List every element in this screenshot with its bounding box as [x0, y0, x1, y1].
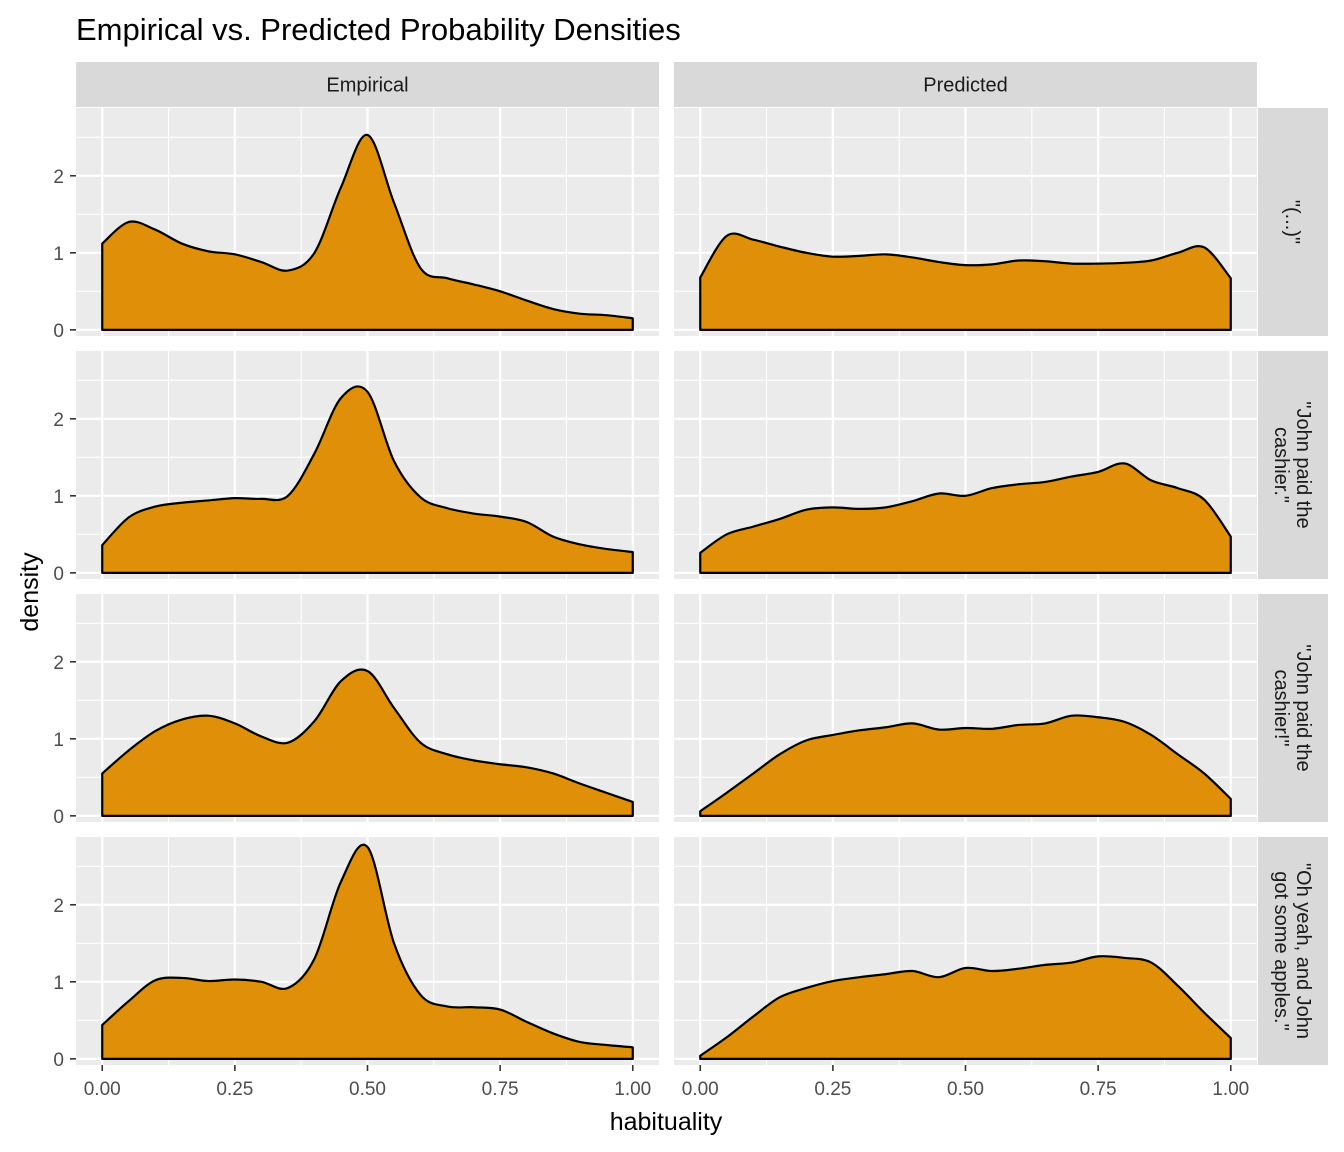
y-tick-label: 0	[53, 321, 64, 342]
density-area	[699, 232, 1232, 331]
y-tick-label: 0	[53, 1050, 64, 1071]
row-strip-bg	[1258, 837, 1328, 1065]
row-strip-label: "(...)"	[1281, 200, 1303, 244]
x-tick-label: 0.50	[349, 1079, 386, 1100]
panel-grid: Empirical Predicted "(...)" "John paid thec…	[53, 62, 1328, 1100]
y-axis-row-2: 0 1 2	[53, 653, 76, 828]
row-strip-2: "John paid thecashier!"	[1258, 594, 1328, 822]
y-axis-row-3: 0 1 2	[53, 896, 76, 1071]
x-tick-label: 0.25	[216, 1079, 253, 1100]
density-area	[699, 714, 1232, 817]
y-tick-label: 2	[53, 167, 64, 188]
row-strip-label: "John paid thecashier!"	[1270, 644, 1314, 771]
row-strip-1: "John paid thecashier."	[1258, 351, 1328, 579]
column-strip-label: Predicted	[923, 75, 1008, 97]
row-strip-bg	[1258, 594, 1328, 822]
x-tick-label: 1.00	[614, 1079, 651, 1100]
x-tick-label: 0.00	[682, 1079, 719, 1100]
row-strip-label: "John paid thecashier."	[1270, 401, 1314, 528]
panel-predicted-row-3	[674, 837, 1257, 1065]
y-tick-label: 2	[53, 410, 64, 431]
panel-predicted-row-2	[674, 594, 1257, 822]
panel-predicted-row-0	[674, 108, 1257, 336]
y-tick-label: 2	[53, 653, 64, 674]
x-tick-label: 1.00	[1212, 1079, 1249, 1100]
chart-title: Empirical vs. Predicted Probability Dens…	[76, 12, 681, 47]
row-strip-bg	[1258, 351, 1328, 579]
y-tick-label: 0	[53, 564, 64, 585]
column-strip-empirical: Empirical	[76, 62, 659, 107]
y-tick-label: 1	[53, 487, 64, 508]
y-tick-label: 0	[53, 807, 64, 828]
panel-empirical-row-2	[76, 594, 659, 822]
density-area	[101, 668, 634, 817]
density-area	[101, 843, 634, 1060]
y-axis-row-1: 0 1 2	[53, 410, 76, 585]
row-strip-3: "Oh yeah, and Johngot some apples."	[1258, 837, 1328, 1065]
x-tick-label: 0.00	[84, 1079, 121, 1100]
panel-empirical-row-3	[76, 837, 659, 1065]
row-strip-0: "(...)"	[1258, 108, 1328, 336]
y-axis-row-0: 0 1 2	[53, 167, 76, 342]
density-area	[699, 955, 1232, 1060]
panel-empirical-row-0	[76, 108, 659, 336]
panel-predicted-row-1	[674, 351, 1257, 579]
column-strip-label: Empirical	[326, 75, 408, 97]
y-tick-label: 1	[53, 244, 64, 265]
column-strip-predicted: Predicted	[674, 62, 1257, 107]
x-tick-label: 0.50	[947, 1079, 984, 1100]
density-area	[101, 133, 634, 331]
column-strip-bg	[76, 62, 659, 107]
x-axis-col-1: 0.00 0.25 0.50 0.75 1.00	[682, 1065, 1249, 1100]
column-strip-bg	[674, 62, 1257, 107]
panel-empirical-row-1	[76, 351, 659, 579]
density-area	[699, 462, 1232, 574]
x-axis-title: habituality	[610, 1108, 723, 1136]
x-tick-label: 0.75	[1080, 1079, 1117, 1100]
x-tick-label: 0.25	[814, 1079, 851, 1100]
x-axis-col-0: 0.00 0.25 0.50 0.75 1.00	[84, 1065, 651, 1100]
row-strip-bg	[1258, 108, 1328, 336]
density-area	[101, 385, 634, 574]
y-tick-label: 1	[53, 730, 64, 751]
y-tick-label: 1	[53, 973, 64, 994]
x-tick-label: 0.75	[482, 1079, 519, 1100]
y-axis-title: density	[16, 552, 44, 632]
row-strip-label: "Oh yeah, and Johngot some apples."	[1270, 863, 1314, 1039]
y-tick-label: 2	[53, 896, 64, 917]
